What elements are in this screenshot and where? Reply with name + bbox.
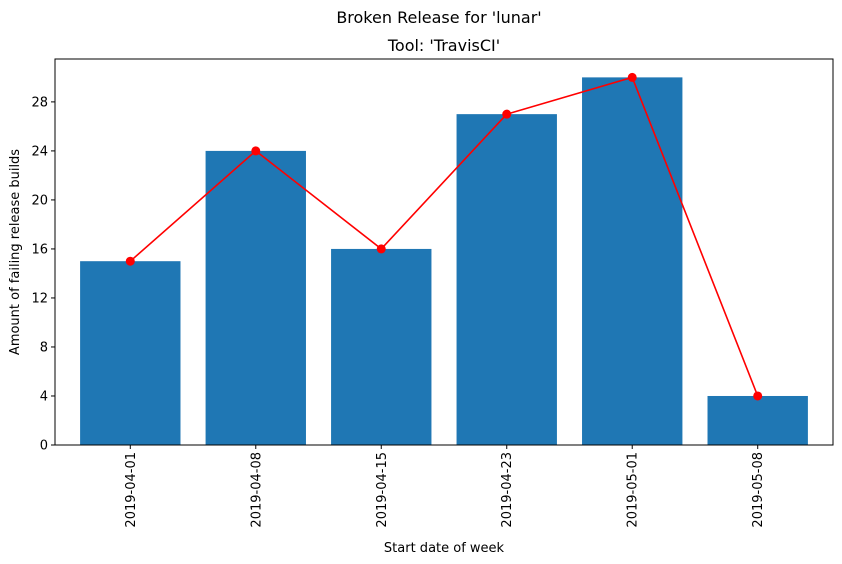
- line-marker: [251, 146, 261, 156]
- y-tick-label: 4: [40, 389, 48, 404]
- chart-subtitle: Tool: 'TravisCI': [387, 36, 500, 55]
- y-axis-label: Amount of failing release builds: [8, 149, 23, 355]
- x-tick-label: 2019-05-01: [626, 452, 641, 528]
- bar: [331, 248, 432, 445]
- bar: [205, 150, 306, 445]
- bar: [456, 114, 557, 446]
- line-marker: [502, 109, 512, 119]
- x-axis-label: Start date of week: [384, 541, 505, 556]
- x-tick-label: 2019-04-01: [124, 452, 139, 528]
- line-marker: [627, 72, 637, 82]
- x-tick-label: 2019-04-08: [249, 452, 264, 528]
- y-tick-label: 28: [31, 95, 48, 110]
- x-tick-label: 2019-05-08: [751, 452, 766, 528]
- y-tick-label: 16: [31, 242, 48, 257]
- bars-group: [80, 77, 808, 446]
- y-tick-label: 8: [40, 340, 48, 355]
- bar: [582, 77, 683, 445]
- bar: [707, 395, 808, 445]
- plot-frame: [54, 58, 834, 446]
- chart-title: Broken Release for 'lunar': [336, 8, 541, 27]
- y-tick-label: 24: [31, 144, 48, 159]
- line-series: [129, 76, 759, 397]
- y-tick-label: 0: [40, 439, 48, 454]
- line-group: [125, 72, 763, 401]
- x-axis: 2019-04-01 2019-04-08 2019-04-15 2019-04-23…: [124, 445, 766, 528]
- line-marker: [125, 256, 135, 266]
- x-tick-label: 2019-04-23: [500, 452, 515, 528]
- y-tick-label: 20: [31, 193, 48, 208]
- bar: [80, 261, 181, 445]
- line-marker: [376, 244, 386, 254]
- y-tick-label: 12: [31, 291, 48, 306]
- x-tick-label: 2019-04-15: [375, 452, 390, 528]
- line-marker: [753, 391, 763, 401]
- y-axis: 0 4 8 12 16 20 24 28: [31, 95, 55, 454]
